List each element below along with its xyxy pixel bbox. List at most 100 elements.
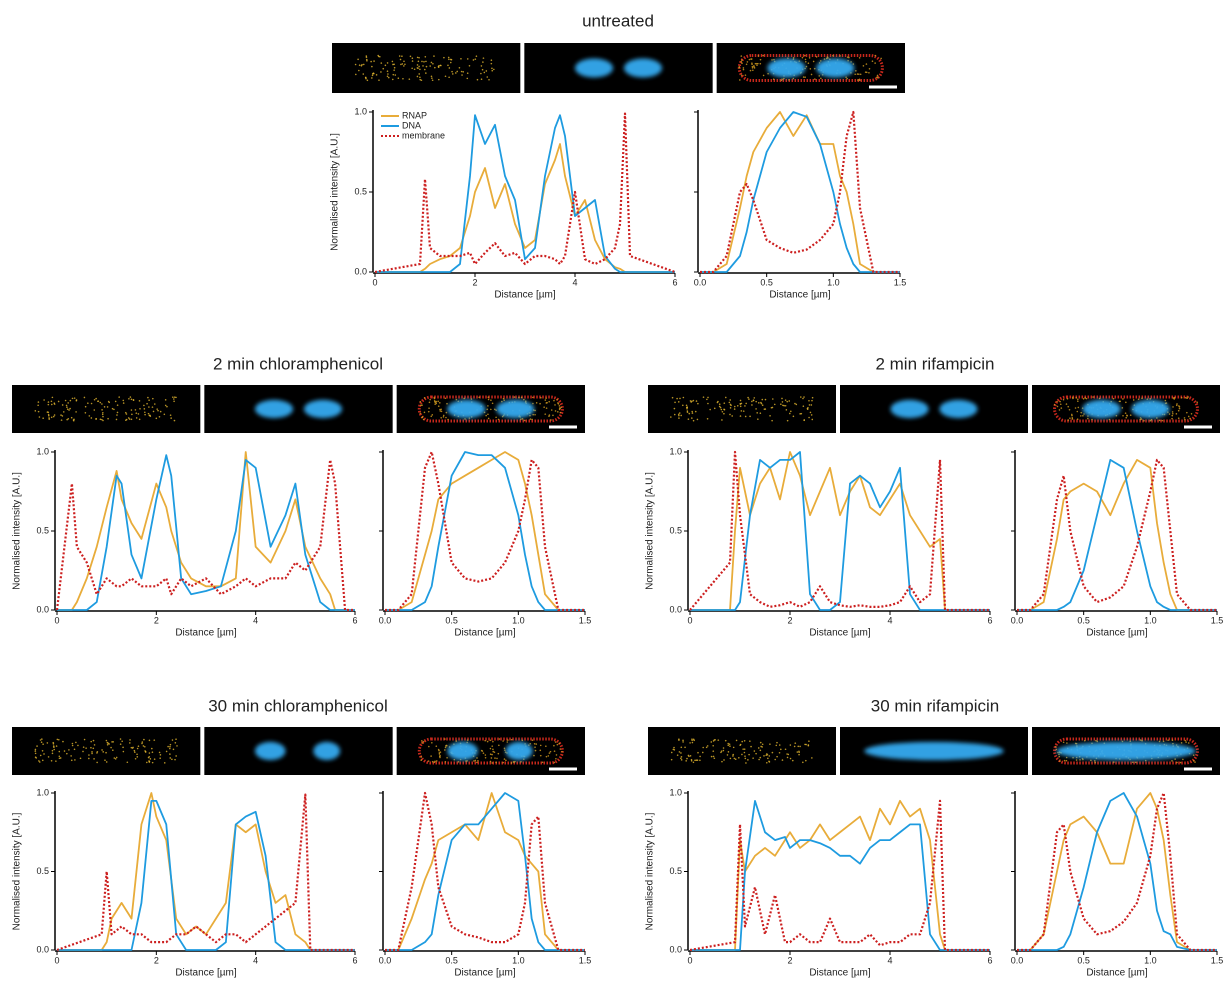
rnap-spot xyxy=(1140,739,1142,741)
rnap-spot xyxy=(776,742,778,744)
rnap-spot xyxy=(430,415,432,417)
rnap-spot xyxy=(1159,741,1161,743)
rnap-spot xyxy=(392,79,394,81)
rnap-spot xyxy=(90,747,92,749)
rnap-spot xyxy=(428,411,430,413)
rnap-spot xyxy=(439,753,441,755)
rnap-spot xyxy=(520,761,522,763)
rnap-spot xyxy=(693,420,695,422)
rnap-spot xyxy=(376,74,378,76)
x-tick-label: 0 xyxy=(687,955,692,965)
x-tick-label: 0.0 xyxy=(379,955,392,965)
rnap-spot xyxy=(451,71,453,73)
rnap-spot xyxy=(366,56,368,58)
rnap-spot xyxy=(544,413,546,415)
dna-blob xyxy=(447,400,485,418)
rnap-spot xyxy=(824,58,826,60)
rnap-spot xyxy=(371,66,373,68)
rnap-spot xyxy=(721,761,723,763)
x-tick-label: 6 xyxy=(352,955,357,965)
rnap-spot xyxy=(674,414,676,416)
rnap-spot xyxy=(798,750,800,752)
rnap-spot xyxy=(1094,762,1096,764)
rnap-spot xyxy=(532,397,534,399)
rnap-spot xyxy=(366,60,368,62)
rnap-spot xyxy=(714,408,716,410)
rnap-spot xyxy=(1060,403,1062,405)
dna-blob xyxy=(891,400,929,418)
rnap-spot xyxy=(1172,406,1174,408)
rnap-spot xyxy=(1150,420,1152,422)
rnap-spot xyxy=(361,64,363,66)
rnap-spot xyxy=(745,403,747,405)
rnap-spot xyxy=(1072,757,1074,759)
rnap-spot xyxy=(790,744,792,746)
rnap-spot xyxy=(545,397,547,399)
rnap-spot xyxy=(506,741,508,743)
rnap-spot xyxy=(709,409,711,411)
rnap-spot xyxy=(1171,418,1173,420)
rnap-spot xyxy=(69,408,71,410)
rnap-spot xyxy=(394,67,396,69)
micrograph xyxy=(204,727,392,775)
rnap-spot xyxy=(678,417,680,419)
rnap-spot xyxy=(686,758,688,760)
rnap-spot xyxy=(404,63,406,65)
rnap-spot xyxy=(481,65,483,67)
x-tick-label: 2 xyxy=(154,615,159,625)
rnap-spot xyxy=(529,743,531,745)
x-tick-label: 2 xyxy=(472,277,477,287)
rnap-spot xyxy=(555,410,557,412)
rnap-spot xyxy=(1143,420,1145,422)
rnap-spot xyxy=(418,57,420,59)
y-tick-label: 0.5 xyxy=(669,525,682,535)
rnap-spot xyxy=(788,400,790,402)
rnap-spot xyxy=(1182,759,1184,761)
rnap-spot xyxy=(438,405,440,407)
rnap-spot xyxy=(865,71,867,73)
rnap-spot xyxy=(362,73,364,75)
rnap-spot xyxy=(877,75,879,77)
rnap-spot xyxy=(738,757,740,759)
rnap-spot xyxy=(108,401,110,403)
rnap-spot xyxy=(400,64,402,66)
rnap-spot xyxy=(1184,417,1186,419)
rnap-spot xyxy=(411,67,413,69)
rnap-spot xyxy=(426,66,428,68)
rnap-spot xyxy=(443,415,445,417)
rnap-spot xyxy=(548,401,550,403)
rnap-spot xyxy=(1083,413,1085,415)
rnap-spot xyxy=(1172,739,1174,741)
rnap-spot xyxy=(730,407,732,409)
rnap-spot xyxy=(144,746,146,748)
rnap-spot xyxy=(740,400,742,402)
profile-line xyxy=(385,452,585,610)
rnap-spot xyxy=(739,403,741,405)
rnap-spot xyxy=(421,61,423,63)
x-tick-label: 0.0 xyxy=(1011,955,1024,965)
rnap-spot xyxy=(710,741,712,743)
rnap-spot xyxy=(146,762,148,764)
rnap-spot xyxy=(794,742,796,744)
rnap-spot xyxy=(436,760,438,762)
rnap-spot xyxy=(483,57,485,59)
rnap-spot xyxy=(480,73,482,75)
rnap-spot xyxy=(425,72,427,74)
panel-title: 30 min rifampicin xyxy=(871,696,1000,715)
rnap-spot xyxy=(53,402,55,404)
rnap-spot xyxy=(1057,406,1059,408)
rnap-spot xyxy=(746,63,748,65)
rnap-spot xyxy=(1176,405,1178,407)
rnap-spot xyxy=(485,415,487,417)
rnap-spot xyxy=(682,405,684,407)
rnap-spot xyxy=(1091,419,1093,421)
rnap-spot xyxy=(1069,409,1071,411)
rnap-spot xyxy=(740,61,742,63)
rnap-spot xyxy=(1084,740,1086,742)
rnap-spot xyxy=(106,740,108,742)
x-tick-label: 0.0 xyxy=(379,615,392,625)
rnap-spot xyxy=(793,78,795,80)
y-tick-label: 1.0 xyxy=(669,446,682,456)
rnap-spot xyxy=(1129,740,1131,742)
rnap-spot xyxy=(495,762,497,764)
